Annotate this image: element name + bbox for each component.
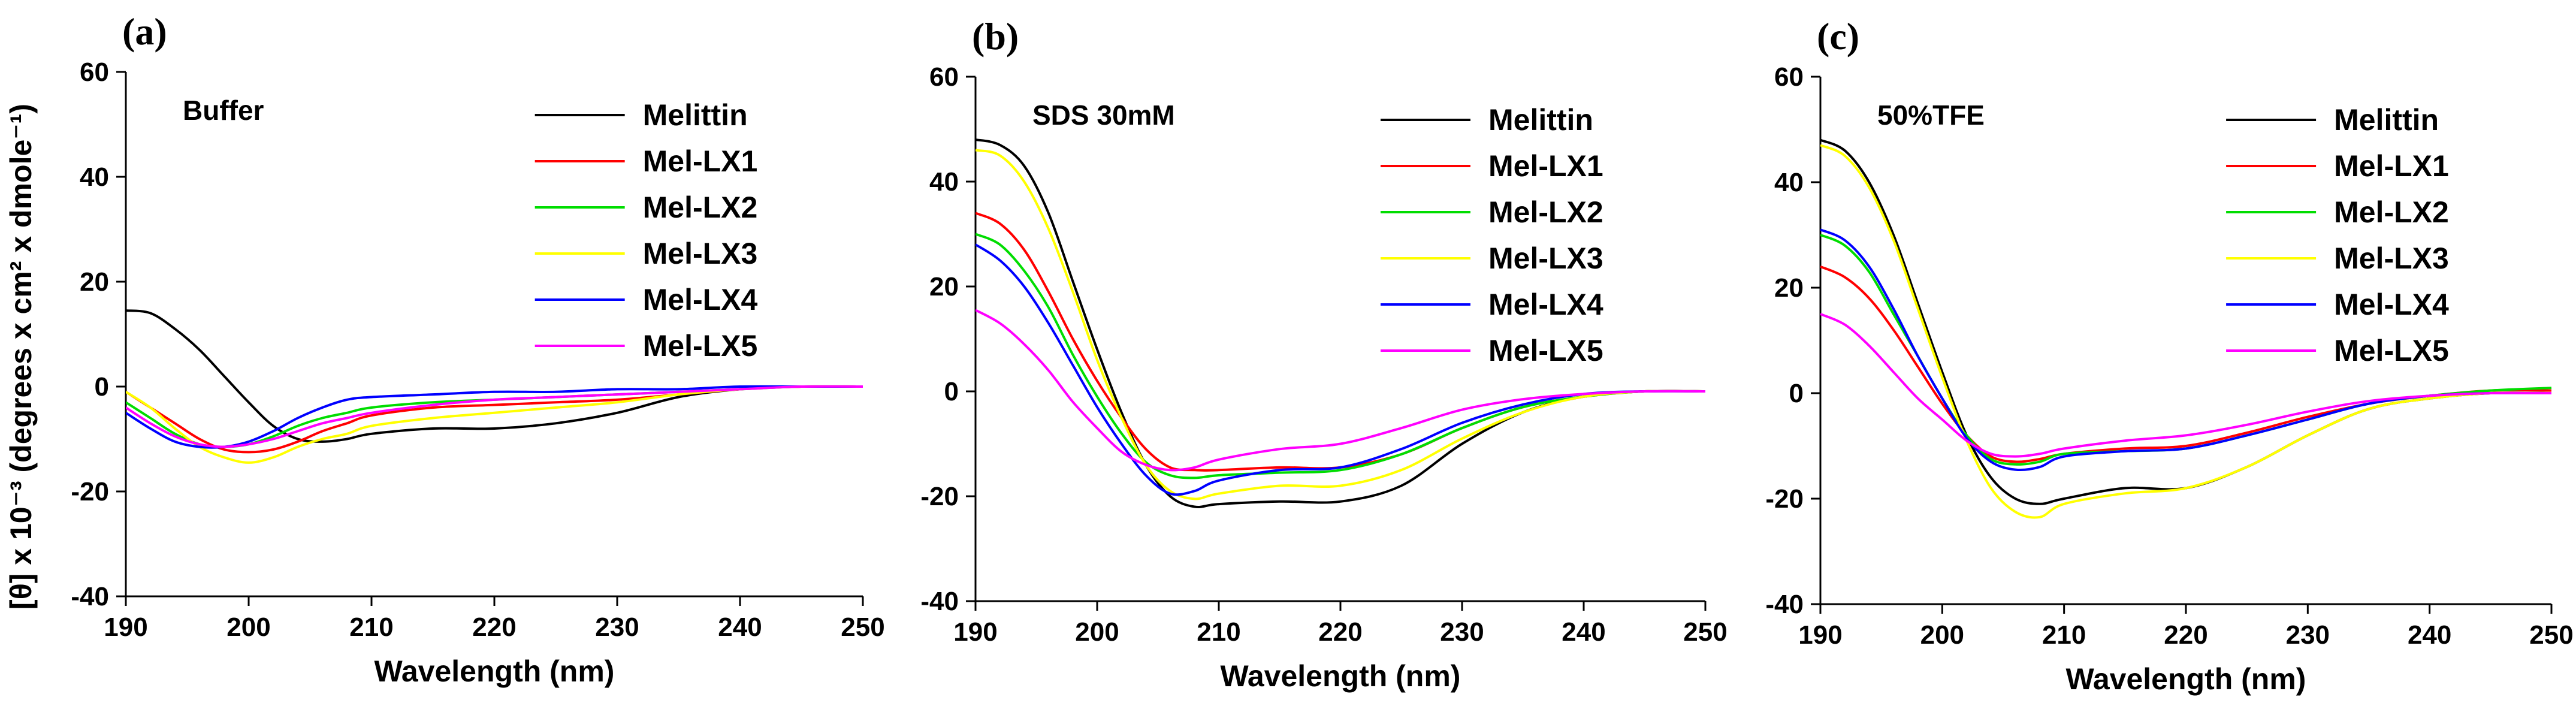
- x-tick-label: 220: [472, 613, 516, 642]
- series-line-mel-lx5: [976, 309, 1706, 472]
- x-axis-title: Wavelength (nm): [2066, 662, 2306, 696]
- series-line-mel-lx5: [1820, 313, 2552, 458]
- y-tick-label: 60: [929, 62, 959, 92]
- legend: Melittin Mel-LX1 Mel-LX2 Mel-LX3 Mel-LX4 Mel-…: [1380, 103, 1603, 367]
- legend-label: Mel-LX2: [1488, 195, 1603, 229]
- x-tick-label: 200: [1075, 617, 1119, 647]
- legend-label: Melittin: [2334, 103, 2439, 137]
- legend-label: Mel-LX4: [643, 283, 758, 316]
- legend-label: Melittin: [643, 98, 748, 132]
- y-tick-label: 20: [80, 267, 109, 297]
- series-lines: [976, 138, 1706, 509]
- y-tick-label: 60: [1774, 62, 1804, 92]
- chart-panel-1: (a) -40 -20 0 20 40 60 190 200 210 220 230 240 250 Wav…: [71, 10, 884, 688]
- legend-label: Mel-LX5: [1488, 334, 1603, 367]
- x-tick-label: 210: [1197, 617, 1240, 647]
- series-line-mel-lx1: [126, 385, 863, 454]
- x-tick-label: 190: [953, 617, 997, 647]
- x-axis-title: Wavelength (nm): [375, 654, 615, 688]
- x-tick-label: 250: [1683, 617, 1727, 647]
- x-tick-label: 240: [2408, 620, 2451, 650]
- condition-label: 50%TFE: [1877, 99, 1985, 131]
- series-lines: [126, 309, 863, 464]
- series-line-mel-lx4: [976, 243, 1706, 496]
- x-tick-label: 190: [104, 613, 147, 642]
- series-line-mel-lx3: [976, 149, 1706, 500]
- legend-label: Mel-LX1: [1488, 149, 1603, 183]
- legend-label: Mel-LX4: [2334, 288, 2449, 321]
- y-tick-label: 40: [80, 162, 109, 192]
- y-tick-label: 40: [1774, 168, 1804, 197]
- x-tick-label: 190: [1798, 620, 1842, 650]
- series-line-mel-lx2: [126, 385, 863, 448]
- y-tick-label: 20: [1774, 273, 1804, 303]
- x-tick-label: 220: [2164, 620, 2207, 650]
- x-tick-label: 210: [2042, 620, 2086, 650]
- panel-label: (b): [972, 15, 1019, 58]
- legend-label: Mel-LX3: [643, 237, 758, 270]
- y-tick-label: 0: [95, 372, 109, 402]
- x-tick-label: 250: [841, 613, 884, 642]
- legend-label: Mel-LX1: [643, 144, 758, 178]
- x-tick-label: 250: [2529, 620, 2573, 650]
- legend-label: Mel-LX3: [2334, 242, 2449, 275]
- series-line-mel-lx4: [126, 385, 863, 449]
- chart-panel-2: (b) -40 -20 0 20 40 60 190 200 210 220 230 240 250 Wav…: [920, 15, 1727, 693]
- legend: Melittin Mel-LX1 Mel-LX2 Mel-LX3 Mel-LX4 Mel-…: [534, 98, 758, 363]
- series-line-mel-lx2: [976, 233, 1706, 479]
- legend-label: Mel-LX3: [1488, 242, 1603, 275]
- x-tick-label: 230: [1440, 617, 1484, 647]
- y-tick-label: -20: [1765, 484, 1804, 514]
- panel-label: (c): [1817, 15, 1859, 58]
- y-tick-label: 60: [80, 58, 109, 87]
- series-line-mel-lx3: [126, 385, 863, 464]
- legend-label: Mel-LX2: [643, 191, 758, 224]
- legend-label: Melittin: [1488, 103, 1593, 137]
- condition-label: Buffer: [183, 95, 264, 126]
- y-tick-label: -40: [1765, 590, 1804, 619]
- legend-label: Mel-LX4: [1488, 288, 1603, 321]
- x-tick-label: 200: [227, 613, 270, 642]
- y-tick-label: 0: [1789, 379, 1804, 408]
- y-tick-label: -20: [920, 482, 959, 511]
- condition-label: SDS 30mM: [1032, 99, 1175, 131]
- y-axis-title: [θ] x 10⁻³ (degrees x cm² x dmole⁻¹): [4, 104, 38, 610]
- y-tick-label: -40: [71, 582, 109, 611]
- x-tick-label: 230: [2286, 620, 2330, 650]
- y-tick-label: -20: [71, 477, 109, 506]
- series-lines: [1820, 138, 2552, 519]
- series-line-mel-lx3: [1820, 144, 2552, 519]
- x-tick-label: 220: [1318, 617, 1362, 647]
- y-tick-label: -40: [920, 587, 959, 616]
- x-tick-label: 240: [1562, 617, 1605, 647]
- legend-label: Mel-LX2: [2334, 195, 2449, 229]
- x-axis-title: Wavelength (nm): [1221, 659, 1461, 693]
- chart-panel-3: (c) -40 -20 0 20 40 60 190 200 210 220 230 240 250 Wav…: [1765, 15, 2573, 696]
- x-tick-label: 230: [595, 613, 639, 642]
- legend: Melittin Mel-LX1 Mel-LX2 Mel-LX3 Mel-LX4 Mel-…: [2226, 103, 2449, 367]
- y-tick-label: 40: [929, 167, 959, 197]
- legend-label: Mel-LX5: [643, 329, 758, 363]
- series-line-mel-lx5: [126, 385, 863, 448]
- legend-label: Mel-LX1: [2334, 149, 2449, 183]
- x-tick-label: 210: [349, 613, 393, 642]
- x-tick-label: 200: [1920, 620, 1964, 650]
- y-tick-label: 20: [929, 272, 959, 301]
- panel-label: (a): [122, 10, 167, 53]
- legend-label: Mel-LX5: [2334, 334, 2449, 367]
- y-tick-label: 0: [944, 377, 959, 406]
- x-tick-label: 240: [718, 613, 762, 642]
- series-line-mel-lx4: [1820, 228, 2552, 472]
